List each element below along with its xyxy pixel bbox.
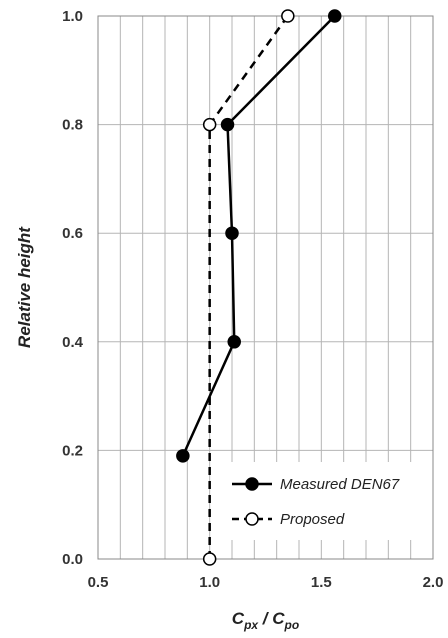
series-point-0 — [225, 226, 239, 240]
series-point-1 — [281, 9, 295, 23]
x-tick-label: 2.0 — [423, 574, 444, 591]
legend-box — [224, 462, 429, 540]
series-point-0 — [227, 335, 241, 349]
tick-labels: 0.5 1.0 1.5 2.0 0.0 0.2 0.4 0.6 0.8 1.0 — [62, 8, 443, 591]
series-point-0 — [176, 449, 190, 463]
legend-label-measured: Measured DEN67 — [280, 476, 400, 493]
series-point-0 — [327, 9, 342, 23]
y-tick-label: 0.8 — [62, 117, 83, 134]
x-axis-title-c1: C — [232, 609, 245, 628]
x-axis-title-sep: / C — [258, 609, 285, 628]
y-tick-label: 0.6 — [62, 225, 83, 242]
y-axis-title: Relative height — [15, 226, 34, 348]
x-tick-label: 1.5 — [311, 574, 332, 591]
series-layer — [176, 9, 342, 566]
series-point-0 — [220, 117, 235, 132]
y-tick-label: 0.4 — [62, 334, 84, 351]
series-point-1 — [202, 117, 217, 132]
x-axis-title-sub1: px — [243, 618, 259, 632]
x-axis-title-sub2: po — [284, 618, 300, 632]
y-tick-label: 0.2 — [62, 442, 83, 459]
x-axis-title: Cpx / Cpo — [232, 609, 299, 632]
x-tick-label: 0.5 — [88, 574, 109, 591]
legend-swatch-proposed-marker — [245, 512, 259, 526]
legend: Measured DEN67 Proposed — [224, 462, 429, 540]
legend-swatch-measured-marker — [245, 477, 259, 491]
x-tick-label: 1.0 — [199, 574, 220, 591]
y-tick-label: 0.0 — [62, 551, 83, 568]
plot-area-frame — [97, 15, 434, 560]
legend-label-proposed: Proposed — [280, 511, 345, 528]
y-tick-label: 1.0 — [62, 8, 83, 25]
series-point-1 — [202, 552, 217, 566]
